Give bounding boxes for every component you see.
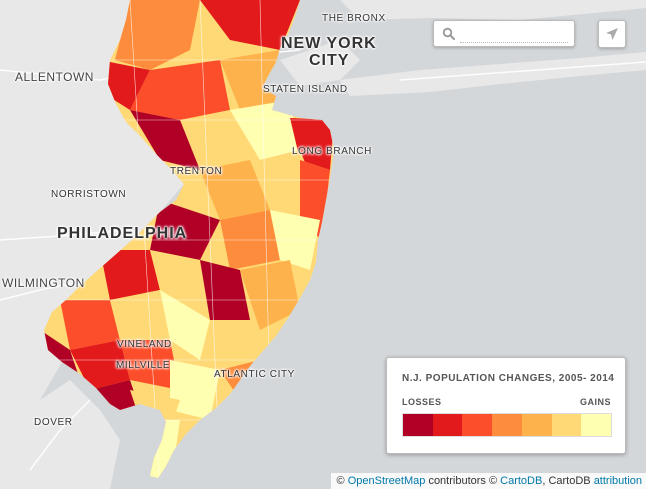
map-label-long-branch: LONG BRANCH (292, 146, 372, 157)
map-label-norristown: NORRISTOWN (51, 189, 127, 200)
land-north (0, 0, 646, 20)
map-label-allentown: ALLENTOWN (15, 70, 94, 84)
legend-swatch-4 (521, 414, 552, 436)
land-delaware (0, 380, 120, 489)
legend-swatch-5 (551, 414, 582, 436)
map-label-staten-island: STATEN ISLAND (263, 84, 348, 95)
cartodb-text: , CartoDB (542, 475, 591, 487)
locate-arrow-icon (606, 28, 618, 40)
cartodb-link[interactable]: CartoDB (500, 475, 543, 487)
legend-swatch-0 (403, 414, 433, 436)
attribution: © OpenStreetMap contributors © CartoDB, … (330, 473, 646, 489)
legend-swatch-1 (432, 414, 463, 436)
search-input[interactable] (460, 25, 568, 43)
contributors-text: contributors © (428, 475, 498, 487)
osm-link[interactable]: OpenStreetMap (347, 475, 426, 487)
attribution-link[interactable]: attribution (593, 475, 642, 487)
legend-swatch-2 (462, 414, 493, 436)
search-icon (442, 27, 455, 40)
locate-button[interactable] (598, 20, 626, 48)
search-box[interactable] (433, 20, 575, 47)
legend-color-scale (402, 413, 612, 437)
map-label-city: CITY (309, 52, 350, 69)
map-label-dover: DOVER (34, 417, 73, 428)
map-label-atlantic-city: ATLANTIC CITY (214, 369, 295, 380)
map-label-wilmington: WILMINGTON (2, 276, 85, 290)
legend-losses-label: LOSSES (402, 397, 442, 407)
map-label-millville: MILLVILLE (116, 360, 171, 371)
map-label-trenton: TRENTON (170, 166, 223, 177)
legend-swatch-6 (581, 414, 612, 436)
map-label-philadelphia: PHILADELPHIA (57, 225, 188, 242)
copyright-symbol: © (336, 475, 345, 487)
long-island (340, 52, 646, 96)
map-label-the-bronx: THE BRONX (322, 13, 386, 24)
legend-gains-label: GAINS (579, 397, 611, 407)
legend-title: N.J. POPULATION CHANGES, 2005- 2014 (402, 373, 615, 384)
legend-swatch-3 (492, 414, 522, 436)
map-label-vineland: VINELAND (117, 339, 172, 350)
land-nyc (280, 40, 360, 86)
map-label-new-york: NEW YORK (281, 35, 377, 52)
legend: N.J. POPULATION CHANGES, 2005- 2014 LOSS… (386, 357, 626, 454)
land-west (0, 0, 184, 410)
